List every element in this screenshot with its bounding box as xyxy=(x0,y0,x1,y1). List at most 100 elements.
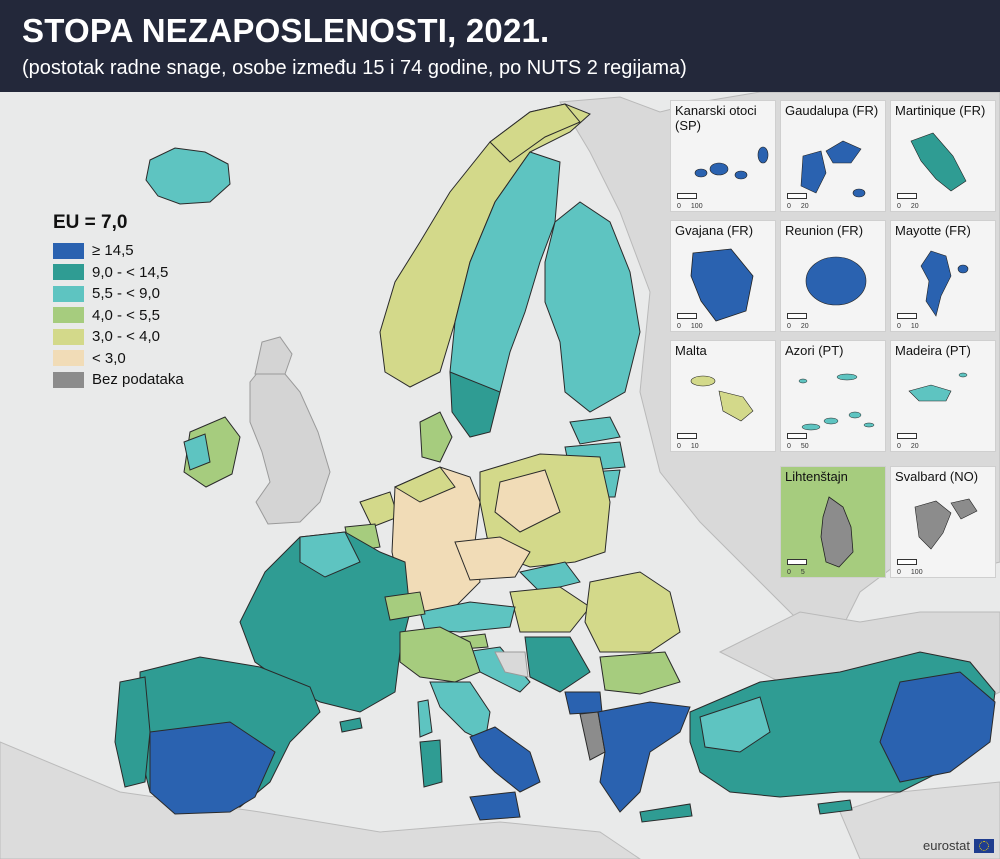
region-norway xyxy=(379,103,591,388)
inset-map xyxy=(914,498,978,550)
inset-title: Reunion (FR) xyxy=(785,223,864,238)
inset-french-guiana: Gvajana (FR) 0 100 xyxy=(670,220,776,332)
inset-map xyxy=(798,373,875,431)
inset-map xyxy=(694,146,769,180)
region-spain-south xyxy=(149,721,276,815)
inset-map xyxy=(908,372,968,402)
inset-title: Lihtenštajn xyxy=(785,469,848,484)
region-switzerland xyxy=(384,591,426,621)
legend-label: Bez podataka xyxy=(92,371,184,389)
region-france-north xyxy=(299,531,361,578)
legend-label: 3,0 - < 4,0 xyxy=(92,328,160,346)
scale-bar xyxy=(677,433,697,439)
region-crete xyxy=(639,803,693,823)
non-covered-africa xyxy=(0,741,641,859)
scale-labels: 0 20 xyxy=(787,323,809,330)
region-turkey-se xyxy=(879,671,996,783)
region-corsica xyxy=(417,699,433,738)
map-area: EU = 7,0 ≥ 14,5 9,0 - < 14,5 5,5 - < 9,0… xyxy=(0,92,1000,859)
region-sweden-south xyxy=(449,371,501,438)
scale-labels: 0 20 xyxy=(897,203,919,210)
region-ireland xyxy=(183,416,241,488)
legend-item: 9,0 - < 14,5 xyxy=(53,262,184,284)
region-italy-south xyxy=(469,726,541,793)
scale-bar xyxy=(677,313,697,319)
legend-swatch xyxy=(53,307,84,324)
inset-canary-islands: Kanarski otoci (SP) 0 100 xyxy=(670,100,776,212)
legend-item: 3,0 - < 4,0 xyxy=(53,326,184,348)
legend-swatch xyxy=(53,242,84,259)
region-denmark xyxy=(419,411,453,463)
legend-label: < 3,0 xyxy=(92,349,126,367)
inset-title: Madeira (PT) xyxy=(895,343,971,358)
region-iceland xyxy=(145,147,231,205)
region-bosnia xyxy=(494,651,529,678)
region-sardinia xyxy=(419,739,443,788)
map-title: STOPA NEZAPOSLENOSTI, 2021. xyxy=(22,12,550,49)
inset-title: Svalbard (NO) xyxy=(895,469,979,484)
region-slovakia xyxy=(519,561,581,593)
inset-map xyxy=(820,496,854,568)
scale-bar xyxy=(897,313,917,319)
region-portugal xyxy=(114,676,151,788)
scale-bar xyxy=(897,193,917,199)
eurostat-label: eurostat xyxy=(923,838,970,853)
scale-bar xyxy=(677,193,697,199)
legend: EU = 7,0 ≥ 14,5 9,0 - < 14,5 5,5 - < 9,0… xyxy=(53,212,184,391)
map-subtitle: (postotak radne snage, osobe između 15 i… xyxy=(22,57,687,79)
scale-bar xyxy=(787,313,807,319)
region-finland xyxy=(544,201,641,413)
region-romania xyxy=(584,571,681,653)
legend-swatch xyxy=(53,328,84,345)
region-czechia xyxy=(454,536,531,581)
inset-title: Martinique (FR) xyxy=(895,103,986,118)
header: STOPA NEZAPOSLENOSTI, 2021. (postotak ra… xyxy=(0,0,1000,92)
legend-swatch xyxy=(53,371,84,388)
scale-labels: 0 100 xyxy=(677,203,703,210)
scale-bar xyxy=(787,559,807,565)
legend-label: 4,0 - < 5,5 xyxy=(92,306,160,324)
scale-labels: 0 20 xyxy=(897,443,919,450)
region-netherlands xyxy=(359,491,399,528)
region-baleares xyxy=(339,717,363,733)
inset-guadeloupe: Gaudalupa (FR) 0 20 xyxy=(780,100,886,212)
scale-labels: 0 20 xyxy=(787,203,809,210)
inset-title: Gaudalupa (FR) xyxy=(785,103,879,118)
eurostat-logo: eurostat xyxy=(923,838,994,853)
region-greece xyxy=(597,701,691,813)
inset-map xyxy=(910,132,967,192)
scale-labels: 0 100 xyxy=(677,323,703,330)
region-turkey-west xyxy=(699,696,771,753)
legend-label: 9,0 - < 14,5 xyxy=(92,263,169,281)
scale-labels: 0 100 xyxy=(897,569,923,576)
region-cyprus xyxy=(817,799,853,815)
scale-bar xyxy=(787,433,807,439)
inset-title: Malta xyxy=(675,343,707,358)
region-norway-north xyxy=(489,103,581,163)
scale-bar xyxy=(897,433,917,439)
legend-item: 5,5 - < 9,0 xyxy=(53,283,184,305)
region-france xyxy=(239,531,411,713)
scale-labels: 0 10 xyxy=(897,323,919,330)
inset-map xyxy=(800,140,866,198)
legend-item: 4,0 - < 5,5 xyxy=(53,305,184,327)
inset-svalbard: Svalbard (NO) 0 100 xyxy=(890,466,996,578)
scale-bar xyxy=(787,193,807,199)
region-hungary xyxy=(509,586,591,633)
legend-item: < 3,0 xyxy=(53,348,184,370)
inset-title: Kanarski otoci (SP) xyxy=(675,103,757,133)
legend-label: 5,5 - < 9,0 xyxy=(92,285,160,303)
inset-martinique: Martinique (FR) 0 20 xyxy=(890,100,996,212)
legend-swatch xyxy=(53,285,84,302)
region-sicily xyxy=(469,791,521,821)
region-poland-central xyxy=(494,469,561,533)
region-ireland-west xyxy=(183,433,211,471)
legend-label: ≥ 14,5 xyxy=(92,242,134,260)
scale-labels: 0 50 xyxy=(787,443,809,450)
inset-map xyxy=(805,256,867,306)
region-bulgaria xyxy=(599,651,681,695)
inset-azores: Azori (PT) 0 50 xyxy=(780,340,886,452)
scale-labels: 0 10 xyxy=(677,443,699,450)
non-covered-mideast xyxy=(839,781,1000,859)
